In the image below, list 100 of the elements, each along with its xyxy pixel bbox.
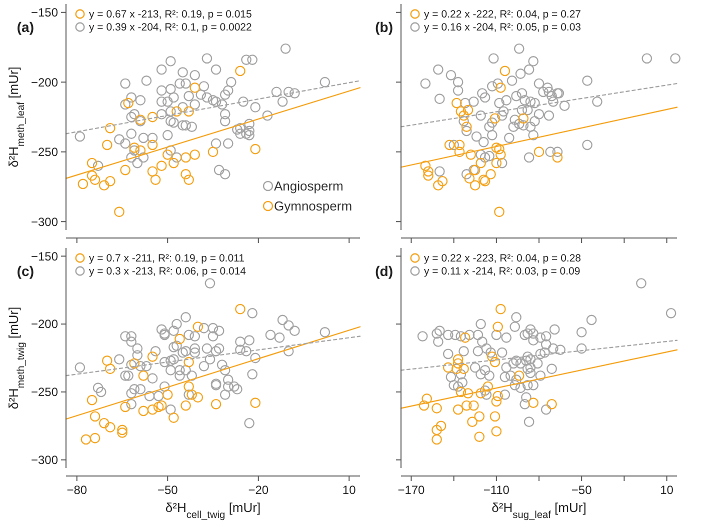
y-tick-label: −300 xyxy=(30,214,58,229)
x-tick-label: −50 xyxy=(571,483,592,497)
point xyxy=(518,113,529,124)
point xyxy=(490,356,500,368)
point xyxy=(147,140,158,150)
point xyxy=(432,403,442,414)
point xyxy=(452,354,464,365)
point xyxy=(117,424,128,436)
point xyxy=(432,424,442,436)
point xyxy=(120,402,130,412)
point xyxy=(86,158,98,168)
point xyxy=(500,66,510,76)
point xyxy=(495,82,506,93)
legend-label: Angiosperm xyxy=(274,178,344,194)
point xyxy=(462,104,474,116)
point xyxy=(464,173,475,184)
x-tick-label: 10 xyxy=(342,483,356,497)
point xyxy=(552,152,563,163)
point xyxy=(153,402,164,412)
point xyxy=(156,160,167,172)
point xyxy=(90,411,100,422)
text: (b) xyxy=(375,19,393,35)
point xyxy=(162,389,173,400)
point xyxy=(437,176,448,186)
y-tick-label: −200 xyxy=(30,317,58,332)
point xyxy=(117,427,128,438)
point xyxy=(147,166,158,177)
point xyxy=(454,140,465,150)
point xyxy=(104,176,116,186)
point xyxy=(461,400,472,411)
text: (a) xyxy=(16,19,34,35)
point xyxy=(192,392,204,403)
point xyxy=(180,169,191,180)
point xyxy=(476,158,486,168)
point xyxy=(147,351,158,362)
point xyxy=(78,178,88,190)
x-tick-label: −50 xyxy=(157,483,178,497)
point xyxy=(162,149,173,160)
point xyxy=(80,434,92,445)
point xyxy=(180,400,191,411)
point xyxy=(486,351,498,362)
point xyxy=(135,145,146,156)
point xyxy=(467,416,478,428)
point xyxy=(208,146,218,158)
x-tick-label: −170 xyxy=(398,483,426,497)
point xyxy=(114,206,124,218)
x-tick-label: −110 xyxy=(483,483,510,497)
point xyxy=(451,98,462,108)
x-axis-title: δ²H$_{cell_twig}$ [mUr] xyxy=(165,500,261,520)
point xyxy=(104,122,116,134)
point xyxy=(129,358,140,369)
legend-label: y = 0.16 x -204, R²: 0.05, p = 0.03 xyxy=(424,22,582,34)
point xyxy=(120,164,130,176)
y-tick-label: −250 xyxy=(30,145,58,160)
x-tick-label: −80 xyxy=(66,483,88,497)
legend-label: y = 0.39 x -204, R²: 0.1, p = 0.0022 xyxy=(89,22,252,34)
point xyxy=(423,166,434,177)
legend-label: Gymnosperm xyxy=(274,198,352,214)
text: (d) xyxy=(375,263,393,279)
point xyxy=(444,140,455,150)
point xyxy=(102,356,112,366)
point xyxy=(492,322,504,332)
point xyxy=(474,411,485,422)
point xyxy=(432,434,442,445)
point xyxy=(491,142,502,153)
point xyxy=(86,170,98,181)
point xyxy=(494,144,504,154)
y-tick-label: −150 xyxy=(30,249,58,264)
point xyxy=(460,332,470,343)
point xyxy=(456,106,466,117)
point xyxy=(90,174,100,185)
point xyxy=(442,362,454,373)
point xyxy=(168,412,179,423)
x-tick-label: 10 xyxy=(660,483,674,497)
point xyxy=(534,146,544,158)
point xyxy=(546,398,557,410)
point xyxy=(476,388,486,399)
point xyxy=(250,144,261,154)
point xyxy=(184,381,194,392)
point xyxy=(129,142,140,153)
point xyxy=(468,400,479,411)
legend-label: y = 0.22 x -222, R²: 0.04, p = 0.27 xyxy=(424,8,582,21)
point xyxy=(138,406,149,416)
point xyxy=(452,358,464,369)
legend-label: y = 0.22 x -223, R²: 0.04, p = 0.28 xyxy=(424,252,582,265)
point xyxy=(147,112,158,122)
point xyxy=(486,169,496,180)
point xyxy=(210,398,222,410)
point xyxy=(462,388,474,399)
y-tick-label: −300 xyxy=(30,453,58,468)
point xyxy=(90,432,100,444)
point xyxy=(174,334,185,344)
point xyxy=(490,411,500,422)
point xyxy=(138,370,149,381)
point xyxy=(147,404,158,415)
point xyxy=(495,304,506,314)
point xyxy=(104,364,116,374)
point xyxy=(528,398,539,408)
point xyxy=(422,394,432,404)
point xyxy=(102,140,112,150)
